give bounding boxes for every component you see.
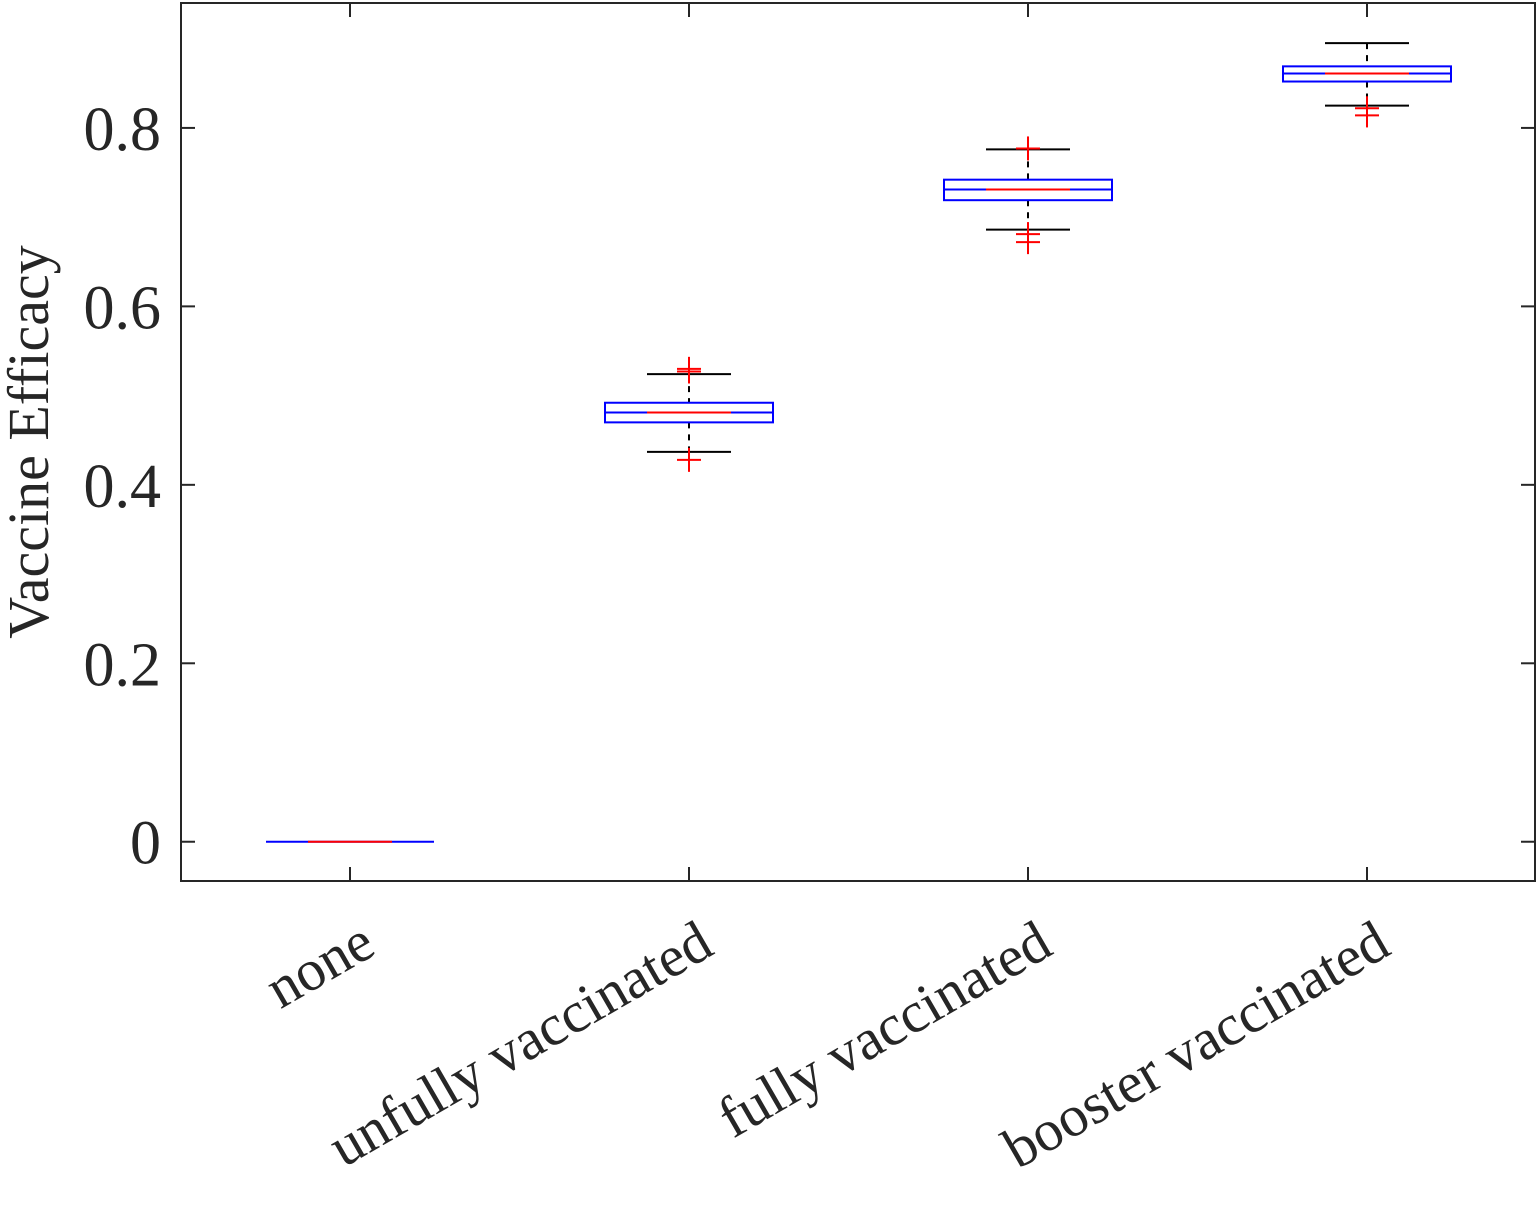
x-tick-label: fully vaccinated <box>707 908 1062 1150</box>
x-tick-label: booster vaccinated <box>992 908 1400 1181</box>
outlier-marker <box>1355 96 1379 121</box>
outlier-marker <box>677 447 701 472</box>
y-tick-label: 0.8 <box>84 96 162 164</box>
box-group <box>1282 42 1452 128</box>
y-tick-label: 0.2 <box>84 631 162 699</box>
outlier-marker <box>677 356 701 381</box>
y-tick-label: 0.6 <box>84 274 162 342</box>
outlier-marker <box>1016 222 1040 247</box>
y-tick-label: 0.4 <box>84 453 162 521</box>
x-tick-label: none <box>254 908 384 1021</box>
y-axis-label: Vaccine Efficacy <box>0 245 61 638</box>
box-group <box>604 356 774 472</box>
plot-area-frame <box>180 2 1536 882</box>
box-group <box>943 136 1113 255</box>
y-axis: 0 0.2 0.4 0.6 0.8 <box>84 96 1535 878</box>
boxes-layer <box>266 42 1452 843</box>
x-tick-label: unfully vaccinated <box>318 908 723 1179</box>
y-tick-label: 0 <box>130 810 161 878</box>
outlier-marker <box>1016 136 1040 161</box>
